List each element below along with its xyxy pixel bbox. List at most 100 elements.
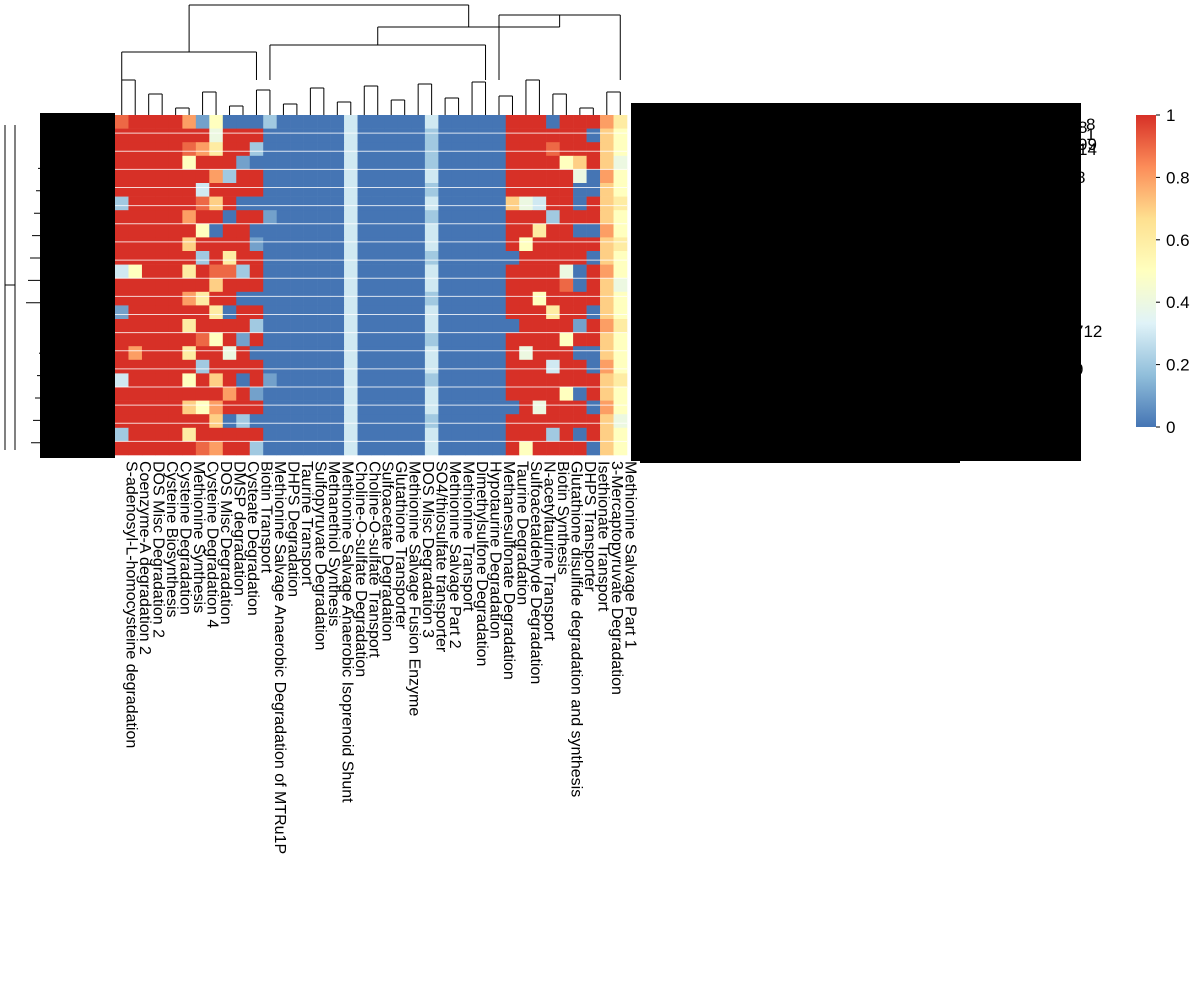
column-label: Taurine Transport — [298, 461, 315, 586]
heatmap-cell — [155, 128, 170, 143]
heatmap-cell — [384, 264, 399, 279]
heatmap-cell — [263, 278, 277, 293]
heatmap-cell — [371, 128, 385, 143]
heatmap-cell — [195, 414, 210, 429]
heatmap-cell — [209, 387, 224, 401]
heatmap-cell — [141, 400, 156, 415]
heatmap-cell — [613, 332, 628, 347]
heatmap-cell — [424, 155, 439, 170]
heatmap-cell — [249, 332, 264, 347]
heatmap-cell — [155, 291, 170, 306]
heatmap-cell — [438, 142, 453, 157]
heatmap-cell — [276, 183, 291, 197]
heatmap-cell — [451, 237, 466, 252]
heatmap-cell — [438, 278, 453, 293]
heatmap-cell — [182, 305, 197, 320]
heatmap-cell — [276, 346, 291, 361]
heatmap-cell — [397, 414, 412, 429]
heatmap-cell — [465, 115, 480, 129]
heatmap-cell — [397, 169, 412, 184]
heatmap-cell — [397, 319, 412, 333]
heatmap-cell — [424, 196, 439, 211]
heatmap-cell — [424, 346, 439, 361]
column-label: Coenzyme-A degradation 2 — [136, 461, 153, 655]
heatmap-cell — [532, 237, 547, 252]
heatmap-cell — [600, 223, 614, 238]
heatmap-cell — [384, 128, 399, 143]
heatmap-cell — [236, 169, 251, 184]
heatmap-cell — [586, 155, 601, 170]
heatmap-cell — [519, 210, 533, 225]
heatmap-cell — [115, 115, 129, 129]
heatmap-cell — [573, 196, 587, 211]
heatmap-cell — [573, 128, 587, 143]
heatmap-cell — [586, 210, 601, 225]
heatmap-cell — [290, 400, 304, 415]
heatmap-cell — [182, 223, 197, 238]
heatmap-cell — [492, 128, 507, 143]
heatmap-cell — [263, 183, 277, 197]
heatmap-cell — [465, 155, 480, 170]
heatmap-cell — [546, 400, 560, 415]
heatmap-cell — [424, 278, 439, 293]
heatmap-cell — [155, 196, 170, 211]
heatmap-cell — [128, 115, 143, 129]
heatmap-cell — [141, 278, 156, 293]
heatmap-cell — [532, 427, 547, 442]
column-label: Glutathione disulfide degradation and sy… — [567, 461, 584, 797]
column-label: DHPS Transporter — [581, 461, 598, 592]
heatmap-cell — [263, 169, 277, 184]
heatmap-cell — [115, 183, 129, 197]
heatmap-cell — [317, 427, 331, 442]
heatmap-cell — [411, 155, 426, 170]
heatmap-cell — [344, 441, 358, 456]
heatmap-cell — [478, 441, 493, 456]
heatmap-cell — [317, 196, 331, 211]
heatmap-cell — [182, 210, 197, 225]
heatmap-cell — [182, 251, 197, 265]
heatmap-cell — [613, 196, 628, 211]
heatmap-cell — [492, 115, 507, 129]
heatmap-cell — [424, 210, 439, 225]
heatmap-cell — [128, 359, 143, 374]
heatmap-cell — [290, 196, 304, 211]
heatmap-cell — [303, 237, 318, 252]
heatmap-cell — [492, 196, 507, 211]
heatmap-cell — [236, 223, 251, 238]
heatmap-cell — [546, 359, 560, 374]
colorbar-tick-label: 0.8 — [1166, 168, 1190, 187]
heatmap-cell — [155, 115, 170, 129]
heatmap-cell — [222, 414, 237, 429]
heatmap-cell — [586, 278, 601, 293]
heatmap-cell — [276, 223, 291, 238]
heatmap-cell — [519, 427, 533, 442]
heatmap-cell — [492, 183, 507, 197]
heatmap-cell — [155, 155, 170, 170]
heatmap-cell — [128, 414, 143, 429]
heatmap-cell — [586, 346, 601, 361]
heatmap-cell — [559, 115, 574, 129]
colorbar-tick-label: 0.6 — [1166, 231, 1190, 250]
heatmap-cell — [128, 155, 143, 170]
heatmap-cell — [236, 291, 251, 306]
heatmap-cell — [546, 128, 560, 143]
heatmap-cell — [290, 319, 304, 333]
heatmap-cell — [317, 441, 331, 456]
heatmap-cell — [600, 332, 614, 347]
heatmap-cell — [546, 441, 560, 456]
heatmap-cell — [492, 223, 507, 238]
heatmap-cell — [168, 346, 183, 361]
heatmap-cell — [424, 400, 439, 415]
heatmap-cell — [303, 155, 318, 170]
heatmap-cell — [317, 210, 331, 225]
column-label: Cysteine Degradation — [177, 461, 194, 615]
heatmap-cell — [478, 305, 493, 320]
heatmap-cell — [546, 373, 560, 388]
heatmap-cell — [168, 142, 183, 157]
heatmap-cell — [371, 291, 385, 306]
heatmap-cell — [600, 264, 614, 279]
heatmap-cell — [290, 115, 304, 129]
heatmap-cell — [303, 319, 318, 333]
heatmap-cell — [115, 400, 129, 415]
heatmap-cell — [182, 115, 197, 129]
